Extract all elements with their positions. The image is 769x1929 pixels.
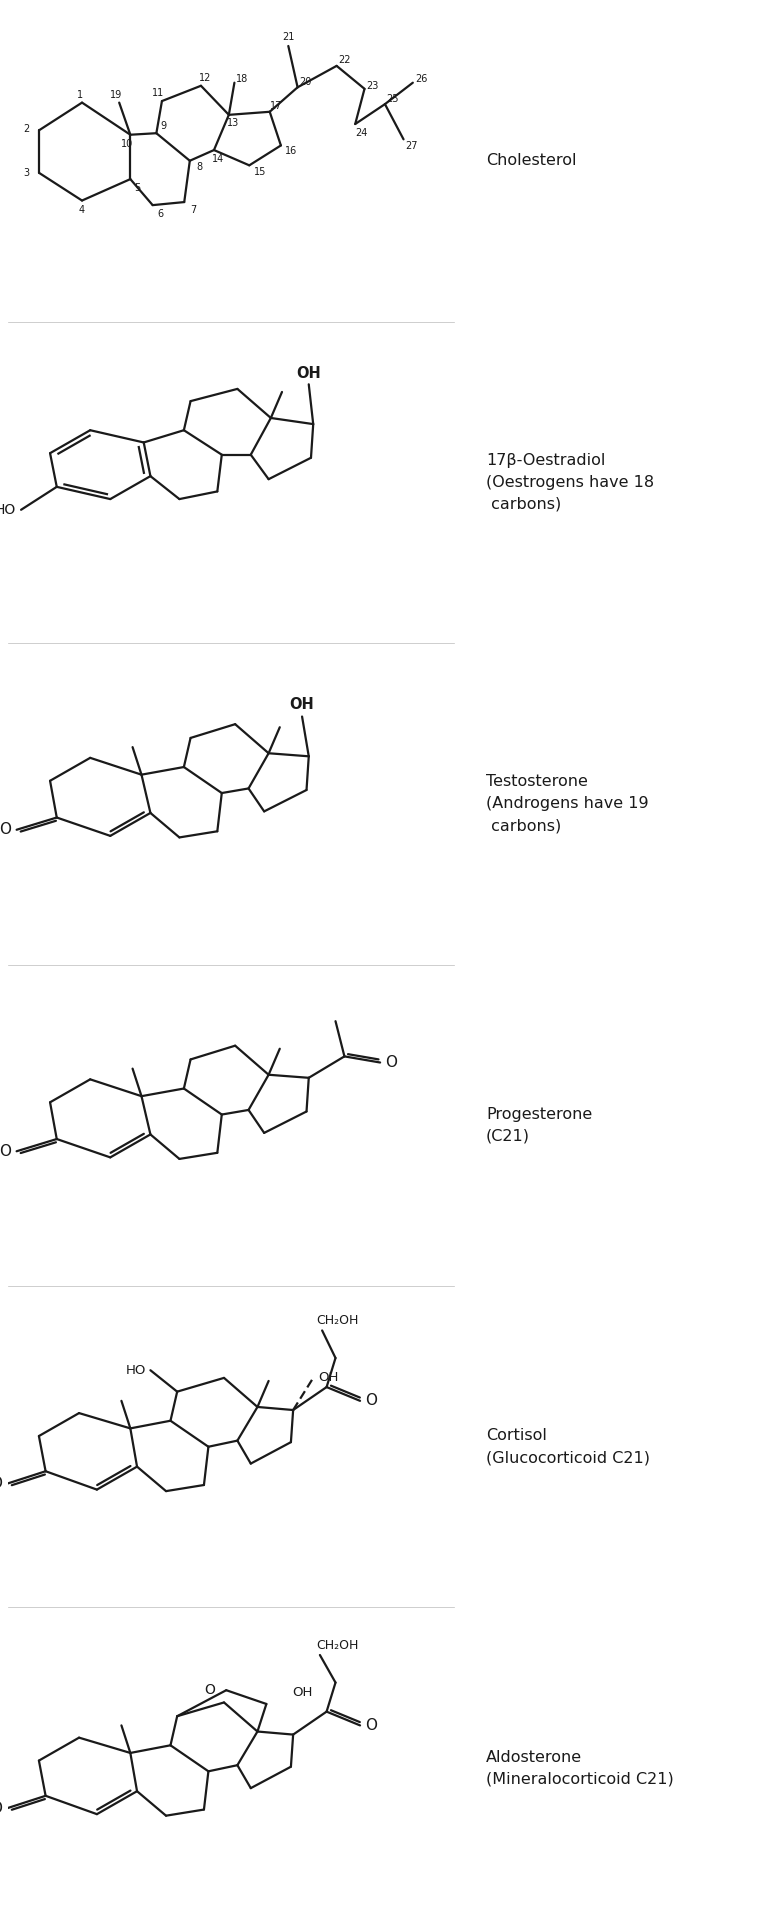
Text: O: O [0, 1800, 2, 1815]
Text: 6: 6 [157, 208, 163, 218]
Text: 15: 15 [254, 168, 266, 177]
Text: 10: 10 [121, 139, 133, 149]
Text: O: O [365, 1719, 378, 1732]
Text: 17β-Oestradiol
(Oestrogens have 18
 carbons): 17β-Oestradiol (Oestrogens have 18 carbo… [486, 453, 654, 511]
Text: 11: 11 [152, 89, 165, 98]
Text: O: O [0, 1476, 2, 1491]
Text: 7: 7 [191, 204, 197, 214]
Text: 16: 16 [285, 147, 298, 156]
Text: Cholesterol: Cholesterol [486, 152, 577, 168]
Text: Cortisol
(Glucocorticoid C21): Cortisol (Glucocorticoid C21) [486, 1427, 650, 1466]
Text: 13: 13 [227, 118, 239, 129]
Text: 5: 5 [134, 183, 140, 193]
Text: 14: 14 [212, 154, 225, 164]
Text: 9: 9 [160, 122, 166, 131]
Text: 26: 26 [414, 73, 428, 85]
Text: OH: OH [292, 1686, 312, 1699]
Text: 3: 3 [23, 168, 29, 177]
Text: CH₂OH: CH₂OH [317, 1640, 359, 1651]
Text: 25: 25 [386, 95, 398, 104]
Text: CH₂OH: CH₂OH [317, 1314, 359, 1327]
Text: 12: 12 [198, 73, 211, 83]
Text: Progesterone
(C21): Progesterone (C21) [486, 1107, 592, 1144]
Text: 18: 18 [236, 73, 248, 85]
Text: 1: 1 [77, 91, 83, 100]
Text: 17: 17 [270, 100, 282, 112]
Text: 2: 2 [23, 123, 29, 133]
Text: O: O [385, 1055, 398, 1071]
Text: OH: OH [318, 1372, 339, 1385]
Text: 21: 21 [282, 33, 295, 42]
Text: HO: HO [125, 1364, 146, 1377]
Text: OH: OH [296, 367, 321, 380]
Text: 19: 19 [110, 91, 122, 100]
Text: O: O [0, 822, 12, 837]
Text: 22: 22 [338, 54, 351, 66]
Text: O: O [0, 1144, 12, 1159]
Text: Testosterone
(Androgens have 19
 carbons): Testosterone (Androgens have 19 carbons) [486, 774, 648, 833]
Text: Aldosterone
(Mineralocorticoid C21): Aldosterone (Mineralocorticoid C21) [486, 1750, 674, 1786]
Text: 8: 8 [196, 162, 202, 172]
Text: HO: HO [0, 503, 15, 517]
Text: 27: 27 [405, 141, 418, 150]
Text: 24: 24 [356, 127, 368, 137]
Text: OH: OH [290, 696, 315, 712]
Text: 20: 20 [299, 77, 311, 87]
Text: O: O [365, 1393, 378, 1408]
Text: O: O [205, 1684, 215, 1698]
Text: 23: 23 [366, 81, 378, 91]
Text: 4: 4 [79, 204, 85, 214]
